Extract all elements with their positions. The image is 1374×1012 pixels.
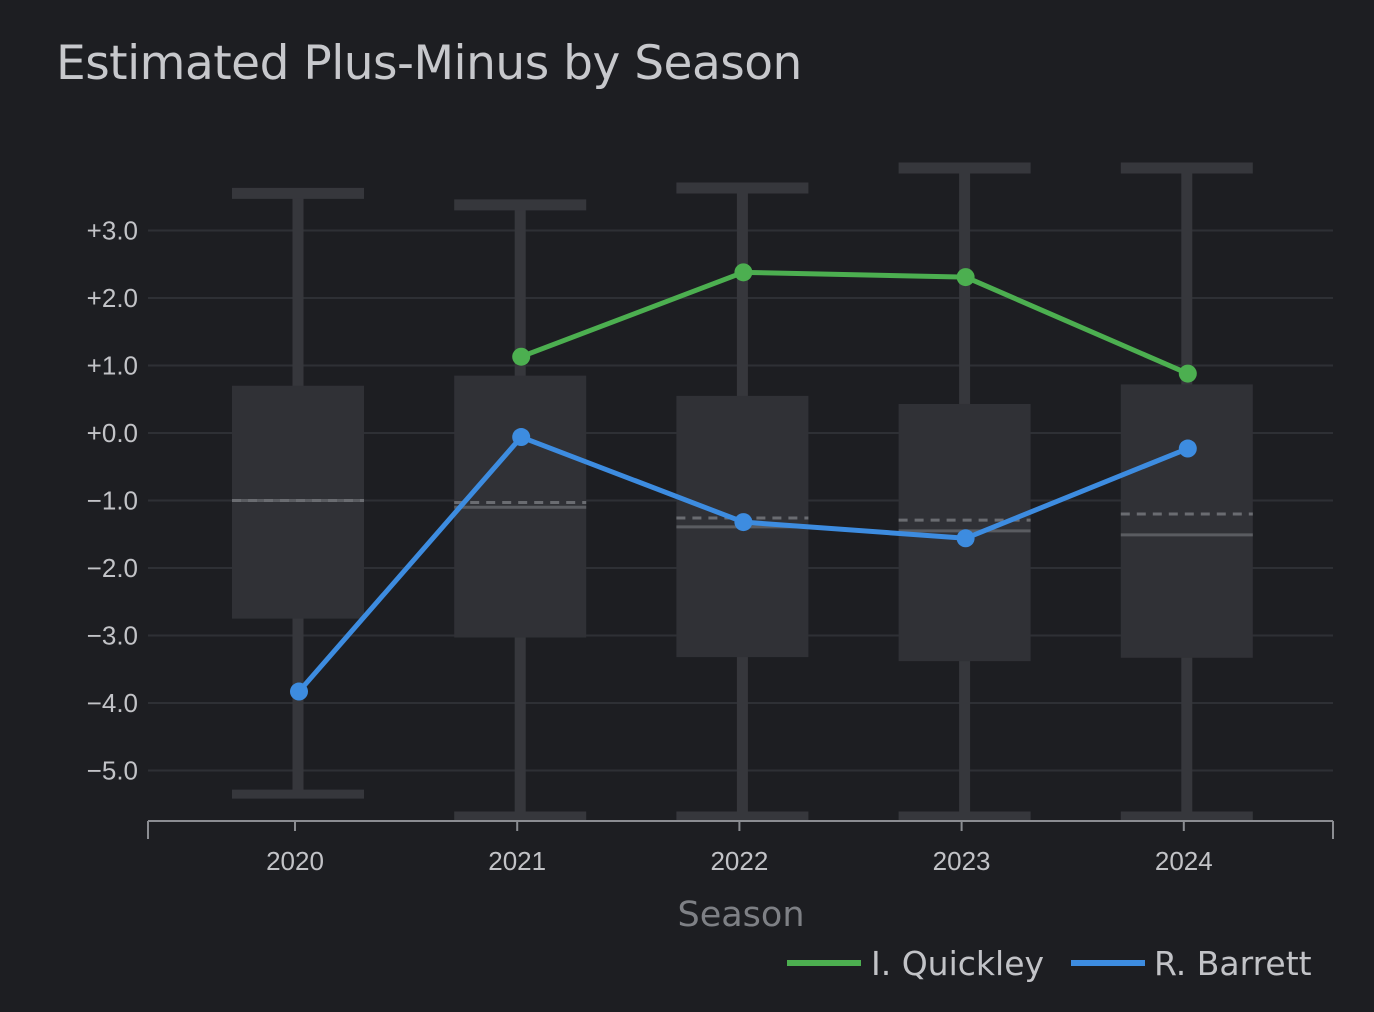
x-tick-label: 2024 <box>1155 846 1213 876</box>
y-tick-label: −4.0 <box>87 688 138 718</box>
chart-title: Estimated Plus-Minus by Season <box>56 36 802 91</box>
iqr-box <box>232 385 364 619</box>
y-tick-label: +0.0 <box>87 418 138 448</box>
y-tick-label: −3.0 <box>87 621 138 651</box>
x-tick-label: 2023 <box>933 846 991 876</box>
series-i-quickley <box>512 263 1197 383</box>
y-tick-label: +1.0 <box>87 351 138 381</box>
data-point <box>512 347 531 366</box>
legend: I. Quickley R. Barrett <box>787 944 1312 983</box>
y-tick-label: +3.0 <box>87 216 138 246</box>
season-box-2023 <box>898 162 1031 821</box>
data-point <box>1178 439 1197 458</box>
series-line <box>520 269 1189 376</box>
legend-label: R. Barrett <box>1154 944 1312 983</box>
player-series <box>290 263 1197 701</box>
series-r-barrett <box>290 428 1197 701</box>
data-point <box>512 428 531 447</box>
y-tick-label: −1.0 <box>87 486 138 516</box>
data-point <box>1178 364 1197 383</box>
legend-label: I. Quickley <box>871 944 1044 983</box>
legend-item: I. Quickley <box>787 944 1044 983</box>
y-tick-label: +2.0 <box>87 283 138 313</box>
x-tick-label: 2021 <box>488 846 546 876</box>
data-point <box>290 682 308 701</box>
iqr-box <box>1120 384 1253 658</box>
season-box-2024 <box>1120 162 1253 821</box>
x-axis: 2020 2021 2022 2023 2024 <box>147 820 1334 876</box>
data-point <box>734 263 753 282</box>
season-box-2021 <box>454 199 587 821</box>
data-point <box>956 268 975 287</box>
season-box-2020 <box>232 187 364 799</box>
y-tick-label: −2.0 <box>87 553 138 583</box>
data-point <box>956 529 975 548</box>
legend-item: R. Barrett <box>1071 944 1312 983</box>
x-tick-label: 2022 <box>710 846 768 876</box>
x-tick-label: 2020 <box>266 846 324 876</box>
x-axis-title: Season <box>677 895 804 935</box>
season-distributions <box>232 162 1253 821</box>
data-point <box>734 513 753 532</box>
y-tick-label: −5.0 <box>87 756 138 786</box>
y-axis-ticks: +3.0 +2.0 +1.0 +0.0 −1.0 −2.0 −3.0 −4.0 −5.0 <box>87 216 138 786</box>
